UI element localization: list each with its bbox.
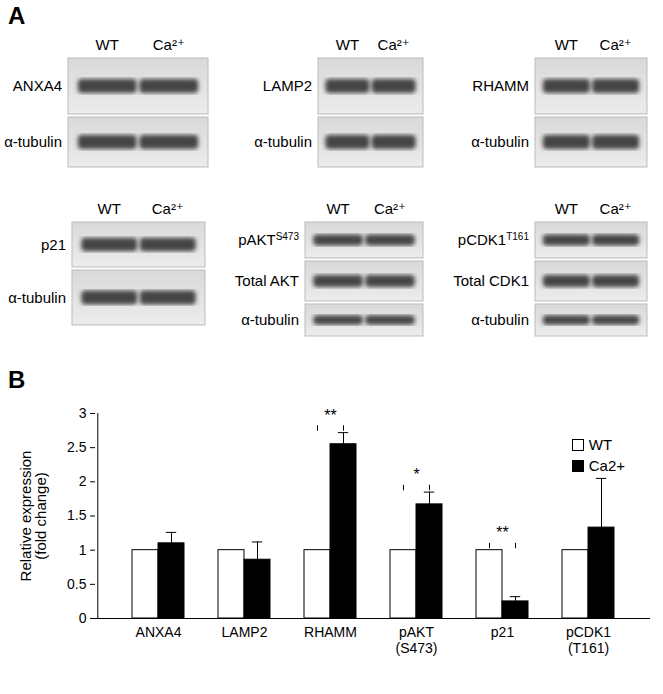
svg-text:Relative expression(fold chang: Relative expression(fold change): [17, 451, 49, 582]
svg-text:pCDK1T161: pCDK1T161: [458, 231, 530, 249]
html-text:B: B: [8, 366, 26, 393]
svg-text:α-tubulin: α-tubulin: [8, 289, 66, 306]
html-text:Ca2+: Ca2+: [588, 457, 625, 474]
svg-text:WT: WT: [555, 200, 578, 217]
svg-text:2.5: 2.5: [67, 439, 87, 455]
svg-text:RHAMM: RHAMM: [304, 624, 357, 640]
svg-text:α-tubulin: α-tubulin: [4, 133, 62, 150]
svg-text:WT: WT: [96, 36, 119, 53]
svg-text:ANXA4: ANXA4: [13, 77, 62, 94]
svg-text:1.5: 1.5: [67, 507, 87, 523]
svg-text:WT: WT: [555, 36, 578, 53]
svg-text:Total CDK1: Total CDK1: [453, 272, 529, 289]
svg-text:RHAMM: RHAMM: [472, 77, 529, 94]
svg-text:p21: p21: [41, 236, 66, 253]
svg-text:Ca²⁺: Ca²⁺: [378, 36, 410, 53]
svg-text:α-tubulin: α-tubulin: [241, 311, 299, 328]
svg-text:0.5: 0.5: [67, 576, 87, 592]
svg-text:**: **: [324, 407, 336, 424]
svg-text:3: 3: [79, 405, 87, 421]
svg-text:WT: WT: [336, 36, 359, 53]
svg-text:Ca²⁺: Ca²⁺: [600, 36, 632, 53]
svg-text:Ca²⁺: Ca²⁺: [152, 200, 184, 217]
html-text:WT: WT: [588, 436, 612, 453]
svg-text:2: 2: [79, 473, 87, 489]
svg-text:ANXA4: ANXA4: [136, 624, 182, 640]
svg-text:WT: WT: [326, 200, 349, 217]
svg-text:0: 0: [79, 610, 87, 626]
html-text:A: A: [8, 2, 26, 29]
svg-text:Ca²⁺: Ca²⁺: [153, 36, 185, 53]
svg-text:pCDK1(T161): pCDK1(T161): [566, 624, 611, 655]
svg-text:α-tubulin: α-tubulin: [254, 133, 312, 150]
svg-text:pAKT(S473): pAKT(S473): [395, 624, 437, 655]
svg-text:1: 1: [79, 542, 87, 558]
svg-text:LAMP2: LAMP2: [222, 624, 268, 640]
svg-text:**: **: [496, 524, 508, 541]
svg-text:LAMP2: LAMP2: [263, 77, 312, 94]
svg-text:Ca²⁺: Ca²⁺: [374, 200, 406, 217]
svg-text:p21: p21: [491, 624, 515, 640]
svg-text:Total AKT: Total AKT: [235, 272, 299, 289]
svg-text:α-tubulin: α-tubulin: [471, 133, 529, 150]
svg-text:pAKTS473: pAKTS473: [238, 231, 299, 249]
svg-text:WT: WT: [98, 200, 121, 217]
svg-text:Ca²⁺: Ca²⁺: [600, 200, 632, 217]
svg-text:*: *: [413, 466, 419, 483]
svg-text:α-tubulin: α-tubulin: [471, 311, 529, 328]
